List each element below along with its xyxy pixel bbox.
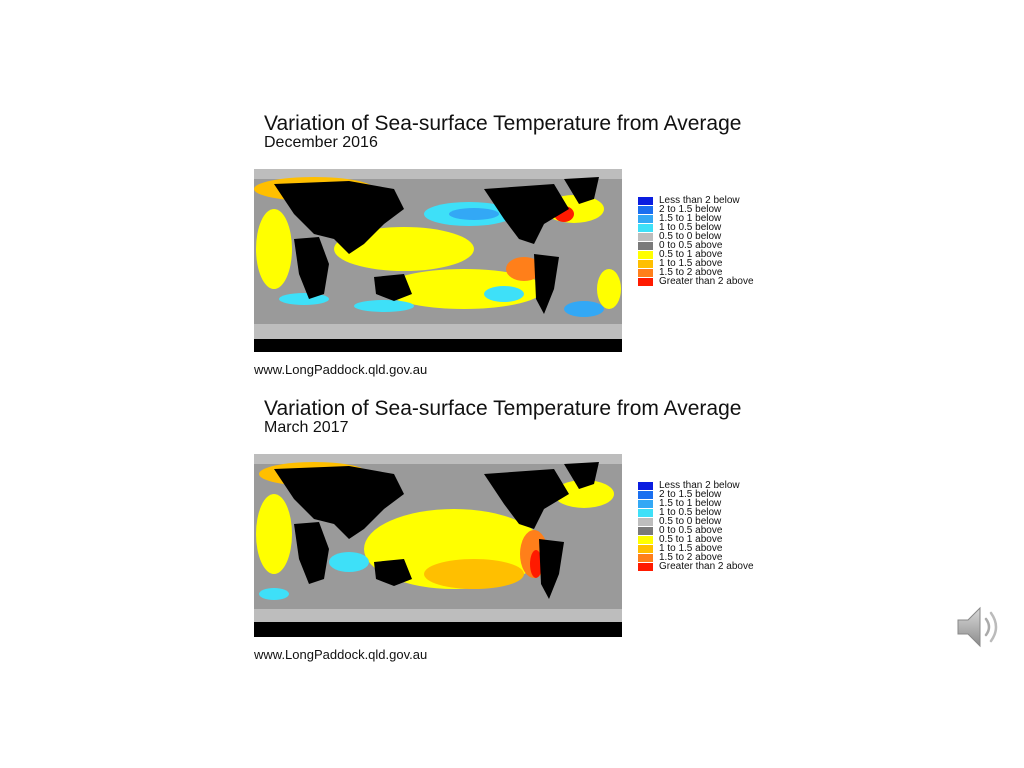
legend-swatch — [638, 490, 653, 499]
legend-swatch — [638, 535, 653, 544]
legend-swatch — [638, 268, 653, 277]
legend-item: 0.5 to 1 above — [638, 249, 754, 260]
panel-title: Variation of Sea-surface Temperature fro… — [264, 397, 742, 420]
legend-swatch — [638, 562, 653, 571]
legend-item: 0 to 0.5 above — [638, 240, 754, 251]
sst-anomaly-map — [254, 454, 622, 637]
source-credit: www.LongPaddock.qld.gov.au — [254, 647, 428, 662]
legend: Less than 2 below 2 to 1.5 below 1.5 to … — [638, 480, 754, 572]
legend-label: 1 to 0.5 below — [659, 507, 722, 518]
legend-swatch — [638, 250, 653, 259]
legend-item: Less than 2 below — [638, 480, 754, 491]
legend-item: 1.5 to 2 above — [638, 552, 754, 563]
legend-swatch — [638, 223, 653, 232]
legend-swatch — [638, 241, 653, 250]
legend-item: 1 to 0.5 below — [638, 222, 754, 233]
legend-item: 0.5 to 0 below — [638, 516, 754, 527]
legend-label: Less than 2 below — [659, 195, 740, 206]
legend-label: 1.5 to 1 below — [659, 213, 722, 224]
legend-label: 1 to 1.5 above — [659, 543, 723, 554]
legend-item: 0.5 to 0 below — [638, 231, 754, 242]
legend-swatch — [638, 214, 653, 223]
legend-label: 1.5 to 2 above — [659, 267, 723, 278]
legend-swatch — [638, 544, 653, 553]
legend-label: 0.5 to 1 above — [659, 249, 723, 260]
legend-item: Greater than 2 above — [638, 276, 754, 287]
speaker-icon[interactable] — [952, 600, 1006, 654]
legend-label: 0.5 to 1 above — [659, 534, 723, 545]
legend-swatch — [638, 259, 653, 268]
legend-label: 0 to 0.5 above — [659, 525, 723, 536]
legend-item: 1 to 1.5 above — [638, 543, 754, 554]
legend-label: 1 to 0.5 below — [659, 222, 722, 233]
legend-label: 0.5 to 0 below — [659, 231, 722, 242]
panel-title: Variation of Sea-surface Temperature fro… — [264, 112, 742, 135]
legend-swatch — [638, 277, 653, 286]
legend-swatch — [638, 508, 653, 517]
panel-subtitle: December 2016 — [264, 134, 378, 151]
legend-item: 2 to 1.5 below — [638, 204, 754, 215]
legend: Less than 2 below 2 to 1.5 below 1.5 to … — [638, 195, 754, 287]
legend-item: 1 to 0.5 below — [638, 507, 754, 518]
legend-label: Greater than 2 above — [659, 276, 754, 287]
legend-item: 1 to 1.5 above — [638, 258, 754, 269]
legend-label: 1.5 to 1 below — [659, 498, 722, 509]
sst-anomaly-map — [254, 169, 622, 352]
legend-item: 1.5 to 1 below — [638, 213, 754, 224]
legend-item: 2 to 1.5 below — [638, 489, 754, 500]
legend-swatch — [638, 499, 653, 508]
legend-swatch — [638, 526, 653, 535]
legend-label: Less than 2 below — [659, 480, 740, 491]
source-credit: www.LongPaddock.qld.gov.au — [254, 362, 428, 377]
legend-swatch — [638, 205, 653, 214]
legend-label: 0.5 to 0 below — [659, 516, 722, 527]
legend-swatch — [638, 232, 653, 241]
legend-swatch — [638, 553, 653, 562]
legend-item: 0.5 to 1 above — [638, 534, 754, 545]
legend-label: 2 to 1.5 below — [659, 489, 722, 500]
legend-label: 0 to 0.5 above — [659, 240, 723, 251]
legend-item: 1.5 to 2 above — [638, 267, 754, 278]
legend-item: Greater than 2 above — [638, 561, 754, 572]
legend-label: 1 to 1.5 above — [659, 258, 723, 269]
legend-item: Less than 2 below — [638, 195, 754, 206]
legend-swatch — [638, 517, 653, 526]
panel-subtitle: March 2017 — [264, 419, 349, 436]
legend-label: 2 to 1.5 below — [659, 204, 722, 215]
legend-swatch — [638, 481, 653, 490]
legend-label: Greater than 2 above — [659, 561, 754, 572]
legend-swatch — [638, 196, 653, 205]
legend-item: 1.5 to 1 below — [638, 498, 754, 509]
legend-item: 0 to 0.5 above — [638, 525, 754, 536]
legend-label: 1.5 to 2 above — [659, 552, 723, 563]
